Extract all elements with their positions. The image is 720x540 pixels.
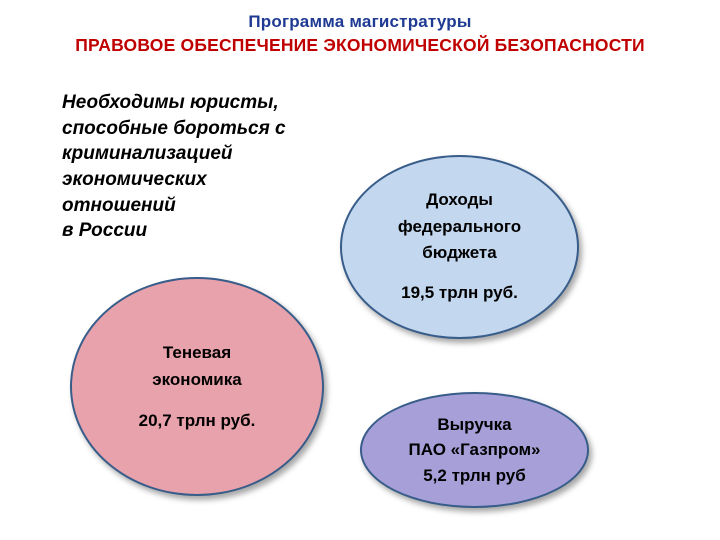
ellipse-gazprom-line1: Выручка [437,412,511,438]
ellipse-gazprom-value: 5,2 трлн руб [423,463,526,489]
header: Программа магистратуры ПРАВОВОЕ ОБЕСПЕЧЕ… [0,0,720,59]
ellipse-budget-line1: Доходы [426,187,493,213]
ellipse-shadow-economy: Теневая экономика 20,7 трлн руб. [70,277,324,496]
program-title: ПРАВОВОЕ ОБЕСПЕЧЕНИЕ ЭКОНОМИЧЕСКОЙ БЕЗОП… [0,32,720,59]
ellipse-budget: Доходы федерального бюджета 19,5 трлн ру… [340,155,579,339]
lead-paragraph: Необходимы юристы, способные бороться с … [62,90,322,244]
ellipse-budget-value: 19,5 трлн руб. [401,280,518,306]
ellipse-shadow-value: 20,7 трлн руб. [139,407,256,434]
ellipse-gazprom: Выручка ПАО «Газпром» 5,2 трлн руб [360,392,589,508]
ellipse-gazprom-line2: ПАО «Газпром» [408,437,540,463]
ellipse-budget-line3: бюджета [422,240,496,266]
program-subtitle: Программа магистратуры [0,12,720,32]
ellipse-budget-line2: федерального [398,214,521,240]
ellipse-shadow-line1: Теневая [163,339,231,366]
ellipse-shadow-line2: экономика [152,366,241,393]
